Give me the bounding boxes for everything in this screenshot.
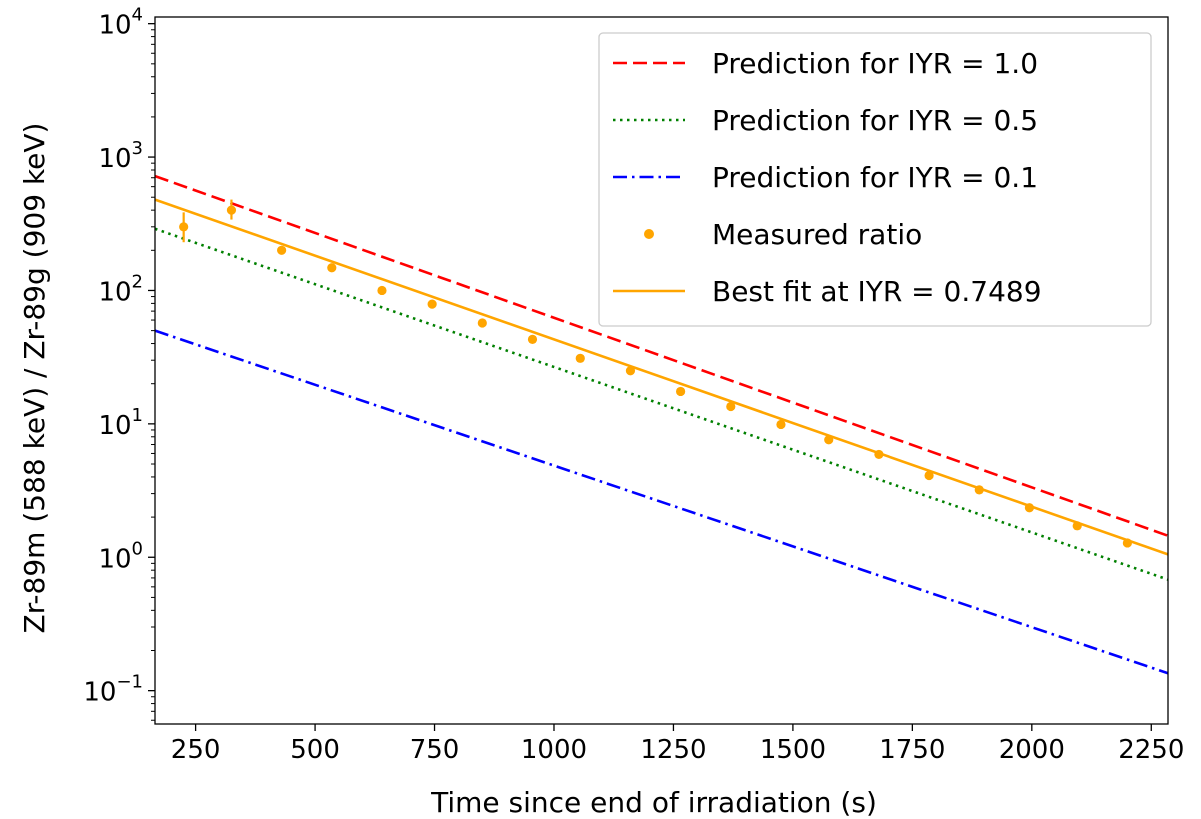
data-point: [676, 386, 686, 397]
x-tick-label: 2250: [1118, 735, 1184, 765]
legend-label: Best fit at IYR = 0.7489: [712, 275, 1042, 308]
data-point: [277, 245, 287, 255]
y-tick-label: 101: [98, 405, 143, 441]
legend-swatch: [644, 229, 654, 239]
legend-label: Prediction for IYR = 1.0: [712, 47, 1038, 80]
x-tick-label: 750: [410, 735, 460, 765]
data-point: [625, 366, 636, 376]
data-point: [527, 334, 538, 344]
x-tick-label: 1250: [640, 735, 706, 765]
data-point: [776, 419, 786, 430]
x-tick-label: 1000: [521, 735, 587, 765]
y-axis-label: Zr-89m (588 keV) / Zr-89g (909 keV): [18, 123, 51, 634]
legend-label: Prediction for IYR = 0.5: [712, 104, 1038, 137]
y-tick-label: 10−1: [83, 672, 143, 708]
data-point: [575, 353, 585, 363]
y-tick-label: 100: [98, 538, 143, 574]
x-tick-label: 2000: [999, 735, 1065, 765]
series-line: [155, 329, 1168, 675]
x-tick-label: 1750: [879, 735, 945, 765]
x-tick-label: 500: [290, 735, 340, 765]
data-point: [726, 401, 736, 412]
legend-label: Prediction for IYR = 0.1: [712, 161, 1038, 194]
data-point: [327, 263, 337, 273]
series-layer: [155, 174, 1168, 675]
plot-frame: [154, 16, 1169, 725]
y-tick-label: 102: [98, 271, 143, 307]
data-point: [477, 318, 487, 328]
legend-label: Measured ratio: [712, 218, 922, 251]
x-tick-label: 1500: [760, 735, 826, 765]
x-axis: 250 500 750 1000 1250 1500 1750 2000 2250: [171, 724, 1184, 765]
data-point: [179, 222, 189, 232]
y-axis: 10−1 100 101 102 103 104: [83, 5, 155, 721]
legend-frame: [598, 32, 1152, 327]
data-point: [924, 470, 934, 481]
legend: Prediction for IYR = 1.0 Prediction for I…: [598, 32, 1152, 327]
y-tick-label: 104: [98, 5, 143, 41]
data-point: [427, 299, 437, 309]
y-tick-label: 103: [98, 138, 143, 174]
data-point: [377, 285, 387, 296]
x-axis-label: Time since end of irradiation (s): [430, 786, 877, 819]
x-tick-label: 250: [171, 735, 221, 765]
series-line: [155, 198, 1168, 556]
data-point: [226, 205, 237, 215]
